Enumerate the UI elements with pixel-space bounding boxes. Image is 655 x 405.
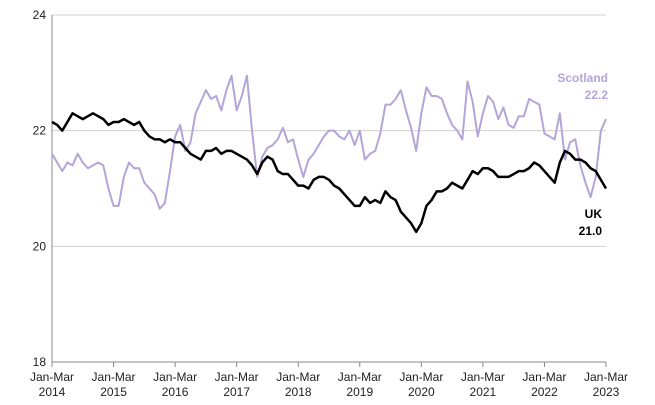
x-tick-label: Jan-Mar 2023 xyxy=(584,370,628,399)
x-tick-label: Jan-Mar 2017 xyxy=(215,370,259,399)
x-tick-label: Jan-Mar 2015 xyxy=(92,370,136,399)
series-line xyxy=(51,112,608,234)
x-tick-label: Jan-Mar 2019 xyxy=(338,370,382,399)
series-end-value: 21.0 xyxy=(579,224,603,238)
y-tick-label: 22 xyxy=(33,124,47,138)
series-label: UK xyxy=(585,207,603,221)
y-tick-label: 24 xyxy=(33,8,47,22)
x-tick-label: Jan-Mar 2020 xyxy=(399,370,443,399)
series-end-value: 22.2 xyxy=(585,88,609,102)
x-tick-label: Jan-Mar 2016 xyxy=(153,370,197,399)
x-tick-label: Jan-Mar 2018 xyxy=(276,370,320,399)
series-label: Scotland xyxy=(557,71,608,85)
x-tick-label: Jan-Mar 2022 xyxy=(522,370,566,399)
x-tick-label: Jan-Mar 2021 xyxy=(461,370,505,399)
x-tick-label: Jan-Mar 2014 xyxy=(30,370,74,399)
y-tick-label: 18 xyxy=(33,355,47,369)
y-tick-label: 20 xyxy=(33,239,47,253)
series-line xyxy=(51,74,607,210)
